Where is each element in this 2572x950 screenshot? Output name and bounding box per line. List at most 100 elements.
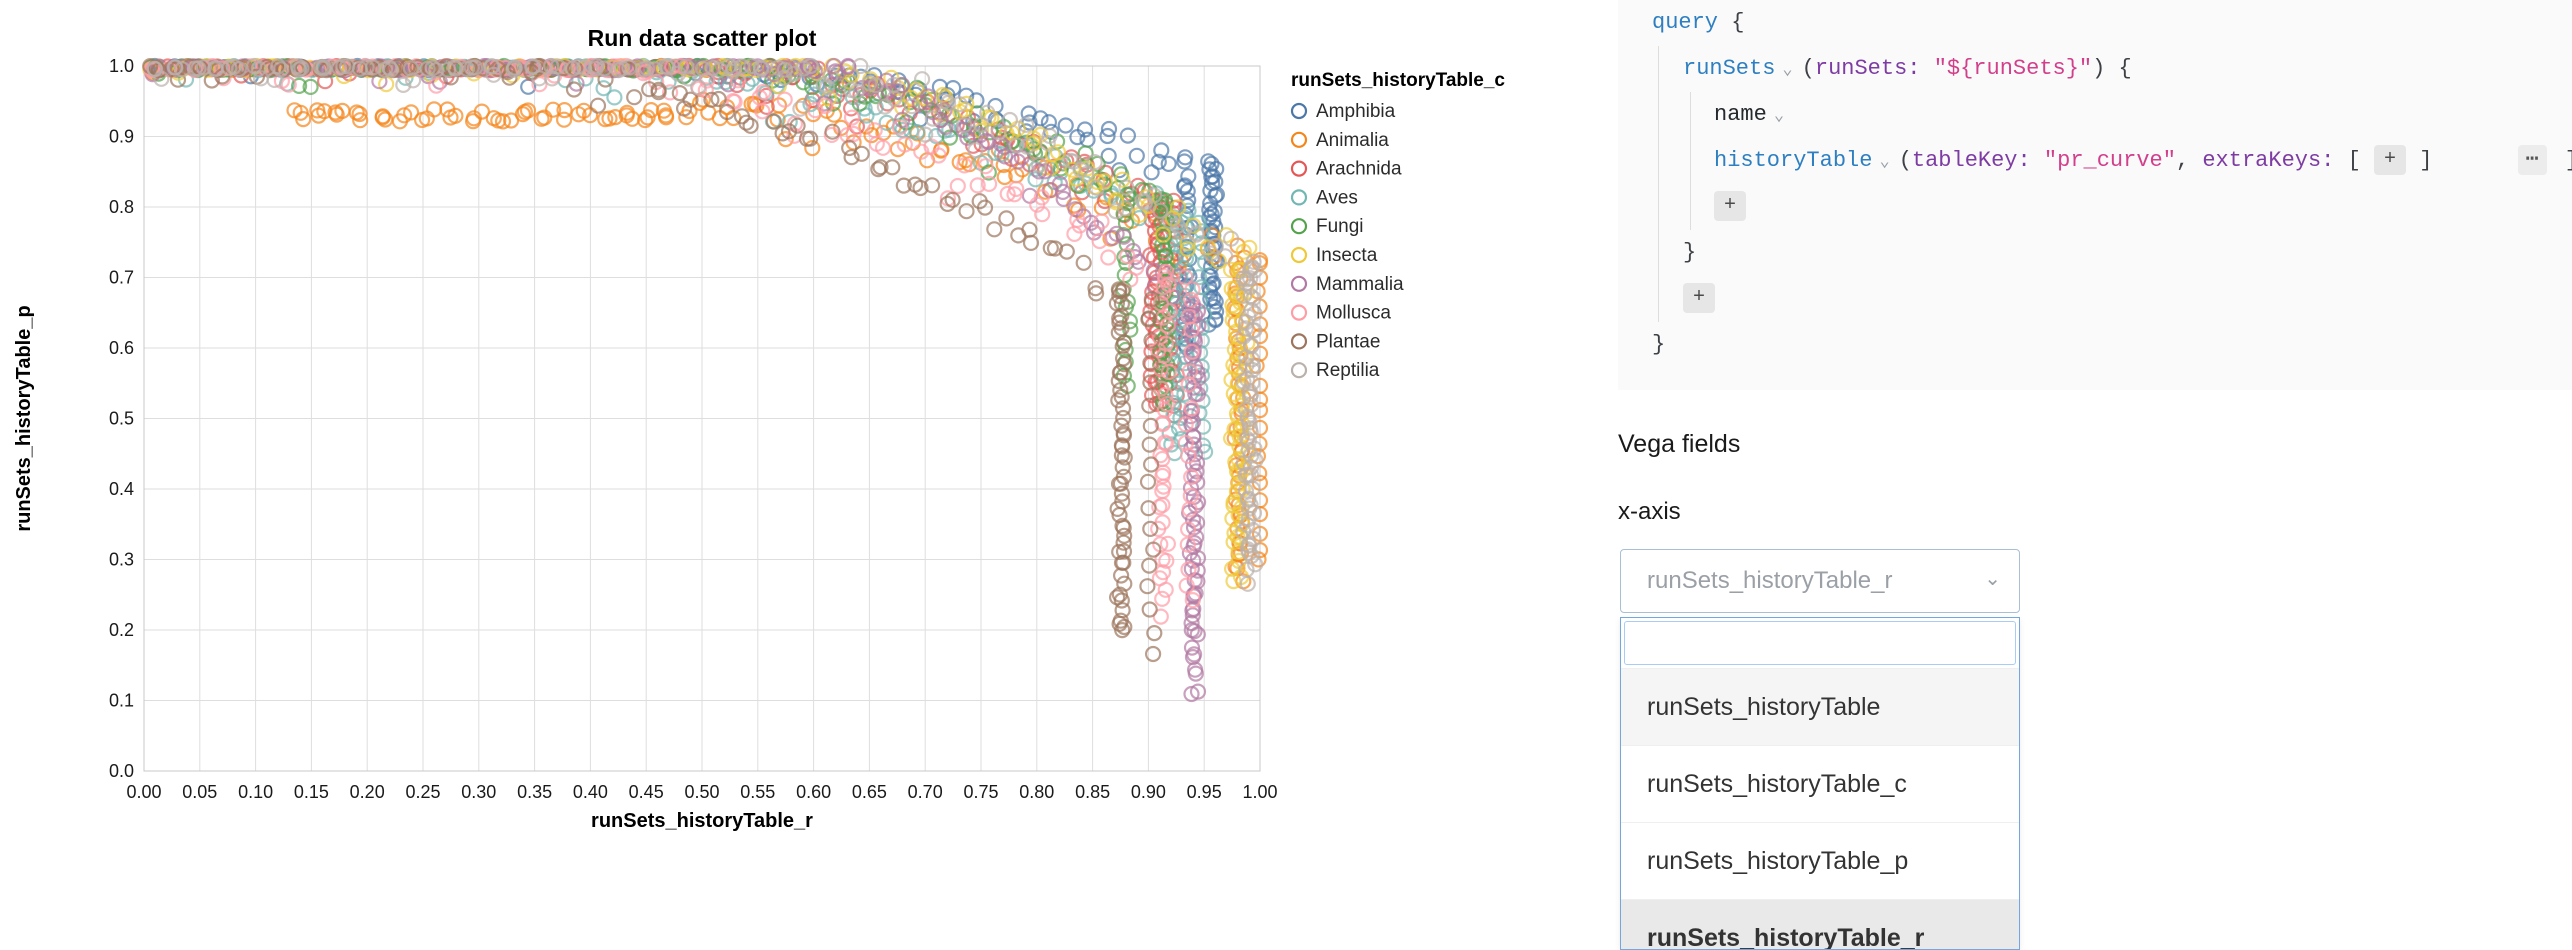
chevron-down-icon[interactable]: ⌄	[1782, 61, 1793, 80]
data-point	[395, 76, 412, 94]
section-label-vega-fields: Vega fields	[1618, 430, 1741, 458]
query-token[interactable]: query	[1652, 10, 1719, 35]
data-point	[1115, 228, 1132, 245]
chevron-down-icon[interactable]: ⌄	[1879, 153, 1890, 172]
data-point	[1184, 511, 1202, 528]
data-point	[971, 193, 988, 210]
data-point	[1225, 385, 1242, 402]
data-point	[913, 71, 931, 88]
data-point	[1157, 263, 1175, 280]
data-point	[1108, 225, 1125, 242]
data-point	[755, 83, 772, 101]
data-point	[1239, 541, 1257, 558]
data-point	[795, 60, 812, 77]
chevron-down-icon[interactable]: ⌄	[1773, 107, 1785, 126]
data-point	[1159, 535, 1177, 552]
data-point	[1246, 305, 1263, 322]
data-point	[670, 65, 687, 82]
data-point	[1116, 449, 1133, 466]
data-point	[951, 96, 968, 113]
data-point	[824, 95, 842, 112]
query-token: extraKeys:	[2202, 148, 2335, 173]
data-point	[996, 168, 1013, 186]
data-point	[770, 59, 787, 76]
data-point	[694, 60, 712, 77]
data-point	[1100, 120, 1118, 138]
query-line: }	[1618, 322, 2572, 368]
data-point	[597, 71, 614, 88]
y-tick-label: 0.0	[109, 761, 134, 781]
data-point	[819, 78, 836, 96]
data-point	[949, 177, 966, 195]
data-point	[1022, 234, 1040, 251]
data-point	[1243, 467, 1260, 484]
data-point	[531, 70, 548, 87]
data-point	[894, 111, 911, 129]
query-token[interactable]: historyTable	[1714, 148, 1873, 173]
data-point	[167, 59, 184, 76]
data-point	[1116, 200, 1134, 217]
data-point	[895, 177, 912, 194]
scatter-plot: 0.00 0.05 0.10 0.15 0.20 0.25 0.30 0.35 0.40 0.45…	[13, 25, 1505, 832]
data-point	[291, 77, 308, 95]
data-point	[581, 107, 599, 124]
x-axis-select[interactable]: runSets_historyTable_r ⌄	[1620, 549, 2020, 613]
data-point	[1068, 170, 1085, 187]
data-point	[733, 58, 750, 75]
data-point	[1113, 485, 1131, 502]
data-point	[891, 119, 908, 136]
data-point	[1118, 179, 1135, 196]
data-point	[403, 104, 420, 121]
chevron-down-icon[interactable]: ⌄	[1984, 568, 2001, 590]
dropdown-option[interactable]: runSets_historyTable_p	[1621, 822, 2019, 899]
data-point	[331, 59, 348, 76]
data-point	[1179, 536, 1196, 553]
data-point	[402, 60, 419, 77]
y-tick-label: 0.4	[109, 479, 134, 499]
data-point	[1077, 145, 1094, 162]
data-point	[1247, 262, 1264, 279]
data-point	[1247, 452, 1264, 469]
data-point	[1113, 437, 1131, 454]
data-point	[980, 133, 997, 151]
ellipsis-button[interactable]: ⋯	[2517, 145, 2547, 176]
data-point	[1239, 575, 1256, 592]
data-point	[225, 58, 242, 75]
add-button[interactable]: +	[1714, 191, 1747, 222]
legend-swatch	[1290, 102, 1308, 120]
data-point	[556, 101, 573, 119]
query-token[interactable]: runSets	[1683, 56, 1776, 81]
data-point	[1187, 665, 1204, 682]
data-point	[1116, 527, 1133, 544]
y-tick-label: 0.5	[109, 409, 134, 429]
data-point	[1177, 149, 1194, 166]
y-tick-label: 0.8	[109, 197, 134, 217]
dropdown-option[interactable]: runSets_historyTable	[1621, 668, 2019, 745]
data-point	[1175, 259, 1192, 277]
data-point	[1115, 427, 1133, 444]
data-point	[1140, 500, 1157, 517]
data-point	[856, 100, 873, 117]
dropdown-option[interactable]: runSets_historyTable_c	[1621, 745, 2019, 822]
dropdown-search-input[interactable]	[1624, 621, 2016, 665]
data-point	[1180, 447, 1197, 464]
x-tick-label: 0.70	[908, 782, 943, 802]
data-point	[1244, 374, 1261, 391]
data-point	[1100, 249, 1117, 266]
add-button[interactable]: +	[1683, 283, 1716, 314]
data-point	[447, 107, 464, 124]
data-point	[419, 60, 436, 77]
data-point	[1217, 248, 1234, 265]
field-label-x-axis: x-axis	[1618, 498, 1681, 525]
data-point	[885, 76, 902, 94]
data-point	[1142, 417, 1159, 434]
dropdown-option[interactable]: runSets_historyTable_r	[1621, 899, 2019, 949]
x-tick-label: 0.95	[1187, 782, 1222, 802]
data-point	[1193, 332, 1210, 349]
data-point	[1119, 127, 1137, 144]
legend-swatch	[1290, 304, 1308, 321]
add-button[interactable]: +	[2374, 145, 2407, 176]
data-point	[624, 110, 641, 127]
data-point	[936, 93, 953, 110]
data-point	[704, 59, 722, 77]
